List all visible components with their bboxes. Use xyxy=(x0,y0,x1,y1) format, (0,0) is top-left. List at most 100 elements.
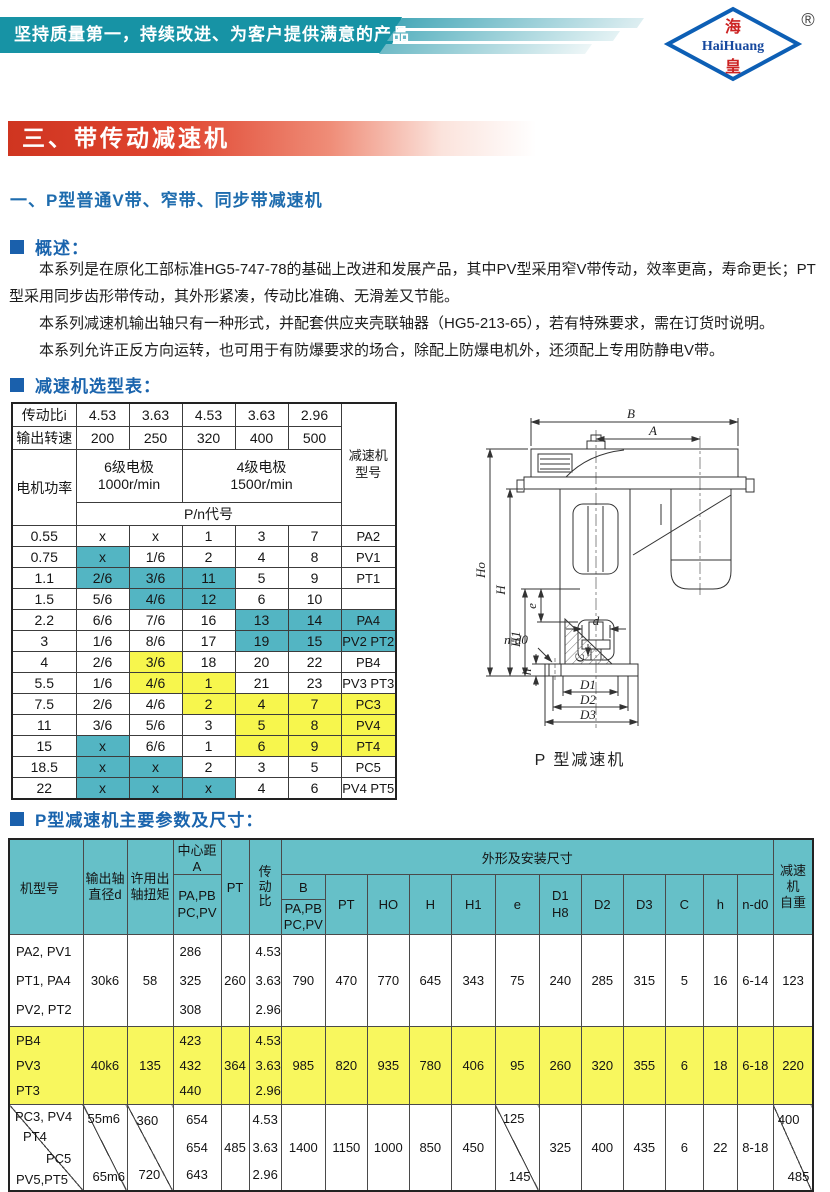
motor-power-label: 电机功率 xyxy=(11,449,77,526)
pn-cell: x xyxy=(75,525,130,547)
ndo-cell: 6-14 xyxy=(736,934,774,1027)
ratio-value: 2.96 xyxy=(287,402,342,427)
pn-cell: 2 xyxy=(181,756,236,778)
overview-text: 本系列是在原化工部标准HG5-747-78的基础上改进和发展产品，其中PV型采用… xyxy=(9,256,822,364)
model-cell: PA2 xyxy=(340,525,397,547)
center-a-types: PA,PB PC,PV xyxy=(172,874,222,935)
weight-cell: 220 xyxy=(772,1026,814,1105)
pn-cell: 8 xyxy=(287,546,342,568)
ho-header: HO xyxy=(366,874,410,935)
torque-cell: 58 xyxy=(126,934,174,1027)
d2-cell: 320 xyxy=(580,1026,624,1105)
diagram-caption: P 型减速机 xyxy=(534,752,626,769)
speed-value: 200 xyxy=(75,426,130,450)
power-cell: 7.5 xyxy=(11,693,77,715)
c-cell: 5 xyxy=(664,934,704,1027)
overview-paragraph: 本系列允许正反方向运转，也可用于有防爆要求的场合，除配上防爆电机外，还须配上专用… xyxy=(39,342,725,359)
params-table: 机型号 输出轴 直径d 许用出 轴扭矩 中心距A PT 传动比 外形及安装尺寸 减速… xyxy=(8,838,815,1192)
pn-cell: 16 xyxy=(181,609,236,631)
pn-cell: 6 xyxy=(234,588,289,610)
ratio-label: 传动比i xyxy=(11,402,77,427)
section-title-bar: 三、带传动减速机 xyxy=(8,121,564,156)
ndo-cell: 8-18 xyxy=(736,1104,774,1191)
params-header-row2: PA,PB PC,PV B PT HO H H1 e D1 H8 D2 D3 C h… xyxy=(9,874,813,935)
dim-ndo: n-d0 xyxy=(504,632,528,647)
power-cell: 1.5 xyxy=(11,588,77,610)
params-heading: P型减速机主要参数及尺寸： xyxy=(10,806,263,831)
power-cell: 18.5 xyxy=(11,756,77,778)
models-cell: PA2, PV1 PT1, PA4 PV2, PT2 xyxy=(8,934,84,1027)
model-cell: PA4 xyxy=(340,609,397,631)
h1-cell: 406 xyxy=(450,1026,496,1105)
dim-D3: D3 xyxy=(579,707,596,722)
h-cell: 850 xyxy=(408,1104,452,1191)
pn-cell: 1/6 xyxy=(75,630,130,652)
model-header: 机型号 xyxy=(8,838,84,935)
ho-cell: 935 xyxy=(366,1026,410,1105)
shaft-cell: 40k6 xyxy=(82,1026,128,1105)
pn-cell: 1/6 xyxy=(75,672,130,694)
pn-cell: x xyxy=(181,777,236,800)
banner-stripe xyxy=(386,31,620,41)
selection-row: 18.5 x x 2 3 5 PC5 xyxy=(11,756,397,778)
selection-row: 22 x x x 4 6 PV4 PT5 xyxy=(11,777,397,800)
dim-Ho: Ho xyxy=(473,562,488,579)
model-cell: PV4 PT5 xyxy=(340,777,397,800)
square-bullet-icon xyxy=(10,239,24,254)
power-cell: 11 xyxy=(11,714,77,736)
dim-H: H xyxy=(493,585,508,596)
speed-value: 500 xyxy=(287,426,342,450)
pn-cell: 3 xyxy=(234,525,289,547)
logo-latin: HaiHuang xyxy=(702,39,764,54)
pn-cell: 2/6 xyxy=(75,567,130,589)
overview-paragraph: 本系列是在原化工部标准HG5-747-78的基础上改进和发展产品，其中PV型采用… xyxy=(9,261,816,305)
pn-cell: x xyxy=(75,777,130,800)
ratio-row: 传动比i 4.53 3.63 4.53 3.63 2.96 减速机 型号 xyxy=(11,402,397,526)
model-cell: PC3 xyxy=(340,693,397,715)
selection-row: 1.1 2/6 3/6 11 5 9 PT1 xyxy=(11,567,397,589)
pn-cell: 12 xyxy=(181,588,236,610)
speed-value: 400 xyxy=(234,426,289,450)
dim-B: B xyxy=(627,406,635,421)
pn-cell: 8 xyxy=(287,714,342,736)
e-header: e xyxy=(494,874,540,935)
pn-cell: 5/6 xyxy=(128,714,183,736)
model-cell: PV3 PT3 xyxy=(340,672,397,694)
registered-mark: ® xyxy=(801,10,814,30)
pn-cell: 4/6 xyxy=(128,588,183,610)
logo-cn-bottom: 皇 xyxy=(725,57,741,76)
model-cell: PB4 xyxy=(340,651,397,673)
pn-cell: 6/6 xyxy=(75,609,130,631)
pn-cell: 4 xyxy=(234,777,289,800)
power-cell: 0.55 xyxy=(11,525,77,547)
dim-d: d xyxy=(593,613,600,628)
dim-D2: D2 xyxy=(579,692,596,707)
selection-row: 2.2 6/6 7/6 16 13 14 PA4 xyxy=(11,609,397,631)
p-reducer-diagram: B A Ho H H1 e d n-d0 h C D1 D2 D3 xyxy=(473,406,755,728)
selection-row: 0.75 x 1/6 2 4 8 PV1 xyxy=(11,546,397,568)
params-header-row1: 机型号 输出轴 直径d 许用出 轴扭矩 中心距A PT 传动比 外形及安装尺寸 减速… xyxy=(8,838,814,935)
h1-cell: 343 xyxy=(450,934,496,1027)
pn-cell: 7 xyxy=(287,525,342,547)
pn-cell: x xyxy=(128,525,183,547)
d2-cell: 285 xyxy=(580,934,624,1027)
model-cell: PT4 xyxy=(340,735,397,757)
b-cell: 1400 xyxy=(280,1104,326,1191)
ho-cell: 1000 xyxy=(366,1104,410,1191)
pn-cell: 10 xyxy=(287,588,342,610)
torque-cell: 135 xyxy=(126,1026,174,1105)
overview-paragraph: 本系列减速机输出轴只有一种形式，并配套供应夹壳联轴器（HG5-213-65），若… xyxy=(39,315,775,332)
h-header: H xyxy=(408,874,452,935)
power-cell: 1.1 xyxy=(11,567,77,589)
b-header: B xyxy=(280,874,326,900)
pn-cell: 1/6 xyxy=(128,546,183,568)
d1-cell: 260 xyxy=(538,1026,582,1105)
pn-cell: 6 xyxy=(234,735,289,757)
weight-cell: 123 xyxy=(772,934,814,1027)
pn-cell: 6/6 xyxy=(128,735,183,757)
pn-cell: 20 xyxy=(234,651,289,673)
selection-row: 4 2/6 3/6 18 20 22 PB4 xyxy=(11,651,397,673)
model-cell xyxy=(340,588,397,610)
pn-cell: 4 xyxy=(234,693,289,715)
pole6-header: 6级电极 1000r/min xyxy=(75,449,183,503)
